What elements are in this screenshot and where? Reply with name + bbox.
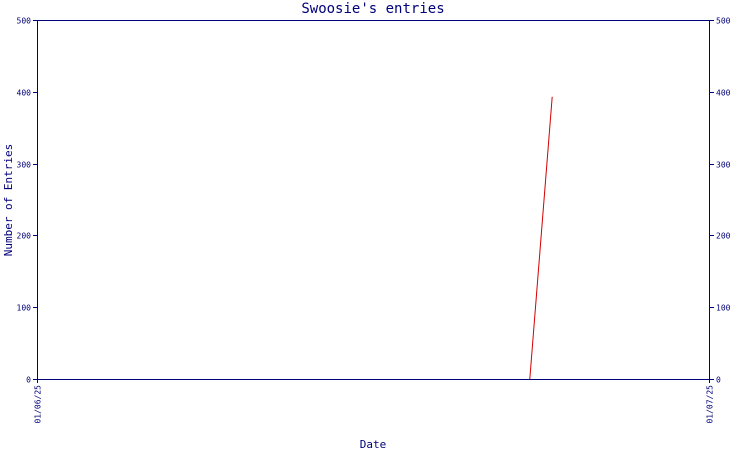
y-tick-label-right: 0 bbox=[716, 376, 721, 385]
series-group bbox=[529, 96, 553, 380]
y-axis-title: Number of Entries bbox=[2, 144, 15, 257]
y-tick-label-left: 400 bbox=[17, 89, 32, 98]
y-tick-label-left: 100 bbox=[17, 304, 32, 313]
x-tick-label: 01/06/25 bbox=[34, 385, 43, 424]
y-tick-label-left: 200 bbox=[17, 232, 32, 241]
y-tick-label-left: 0 bbox=[26, 376, 31, 385]
y-tick-label-right: 300 bbox=[716, 161, 731, 170]
x-axis: 01/06/25 01/07/25 bbox=[34, 379, 715, 424]
x-axis-title: Date bbox=[360, 438, 387, 450]
y-axis-right: 0 100 200 300 400 500 bbox=[710, 17, 731, 385]
y-axis-left: 0 100 200 300 400 500 bbox=[17, 17, 37, 385]
chart-title: Swoosie's entries bbox=[301, 1, 444, 17]
y-tick-label-right: 500 bbox=[716, 17, 731, 26]
plot-frame bbox=[37, 20, 710, 380]
y-tick-label-left: 300 bbox=[17, 161, 32, 170]
x-tick-label: 01/07/25 bbox=[706, 385, 715, 424]
y-tick-label-left: 500 bbox=[17, 17, 32, 26]
y-tick-label-right: 200 bbox=[716, 232, 731, 241]
y-tick-label-right: 400 bbox=[716, 89, 731, 98]
y-tick-label-right: 100 bbox=[716, 304, 731, 313]
series-line bbox=[529, 96, 553, 380]
